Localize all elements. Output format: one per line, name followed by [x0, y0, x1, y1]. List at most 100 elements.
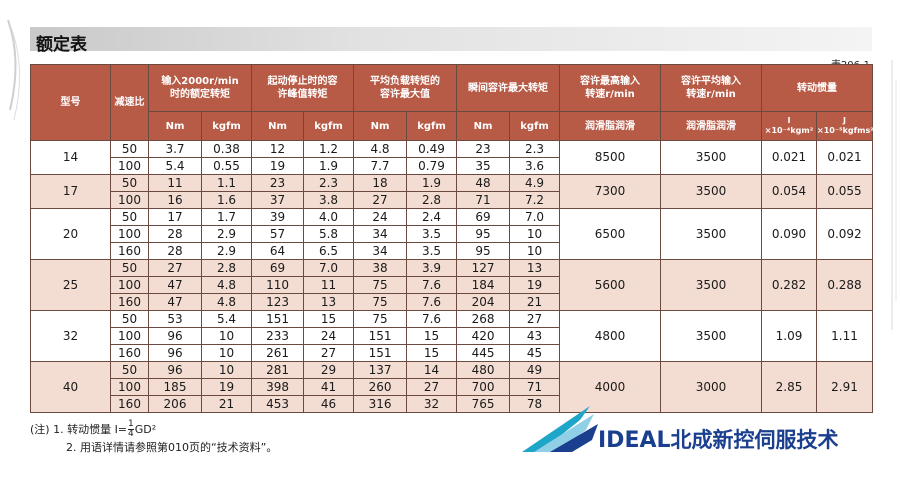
value-cell: 3.5 [406, 225, 458, 243]
value-cell: 0.49 [406, 140, 458, 158]
table-row: 160 206 21 453 46 316 32 765 78 [31, 395, 873, 413]
value-cell: 27 [148, 259, 202, 277]
value-cell: 151 [251, 310, 305, 328]
value-cell: 1.2 [303, 140, 355, 158]
value-cell: 15 [303, 310, 355, 328]
value-cell: 453 [251, 395, 305, 413]
value-cell: 10 [200, 361, 253, 379]
value-cell: 151 [353, 344, 408, 362]
fraction-denominator: 4 [128, 429, 134, 439]
value-cell: 19 [251, 157, 305, 175]
value-cell: 3.5 [406, 242, 458, 260]
table-row: 160 28 2.9 64 6.5 34 3.5 95 10 [31, 242, 873, 260]
value-cell: 206 [148, 395, 202, 413]
value-cell: 110 [251, 276, 305, 294]
value-cell: 1.1 [200, 174, 253, 192]
model-cell: 14 [30, 140, 111, 175]
value-cell: 15 [406, 344, 458, 362]
value-cell: 24 [303, 327, 355, 345]
value-cell: 0.79 [406, 157, 458, 175]
value-cell: 10 [200, 344, 253, 362]
table-row: 20 50 17 1.7 39 4.0 24 2.4 69 7.0 6500 3500 0.090 0.0… [30, 208, 874, 260]
model-cell: 20 [30, 208, 111, 260]
value-cell: 19 [509, 276, 561, 294]
header-avg-load-torque: 平均负载转矩的 容许最大值 [353, 64, 458, 112]
value-cell: 27 [303, 344, 355, 362]
table-row: 100 185 19 398 41 260 27 700 71 [31, 378, 873, 396]
value-cell: 420 [456, 327, 511, 345]
unit-nm: Nm [148, 111, 202, 141]
value-cell: 27 [509, 310, 561, 328]
table-row: 100 47 4.8 110 11 75 7.6 184 19 [31, 276, 873, 294]
avg-speed-cell: 3000 [660, 361, 763, 413]
ratio-cell: 160 [110, 293, 149, 311]
value-cell: 34 [353, 242, 408, 260]
value-cell: 3.9 [406, 259, 458, 277]
value-cell: 260 [353, 378, 408, 396]
header-rated-torque: 输入2000r/min 时的额定转矩 [147, 64, 253, 112]
table-row: 100 28 2.9 57 5.8 34 3.5 95 10 [31, 225, 873, 243]
value-cell: 43 [509, 327, 561, 345]
value-cell: 0.55 [200, 157, 253, 175]
fraction-numerator: 1 [128, 419, 134, 430]
value-cell: 23 [251, 174, 305, 192]
value-cell: 3.6 [509, 157, 561, 175]
footnotes: (注) 1. 转动惯量 I= 1 4 GD² 2. 用语详情请参照第010页的“技术资… [30, 420, 277, 457]
logo-company-name: 北成新控伺服技术 [670, 428, 839, 452]
value-cell: 5.4 [200, 310, 253, 328]
max-speed-cell: 4000 [559, 361, 662, 413]
note-2: 2. 用语详情请参照第010页的“技术资料”。 [66, 441, 278, 454]
value-cell: 95 [456, 242, 511, 260]
value-cell: 204 [456, 293, 511, 311]
logo-brand-name: IDEAL [598, 428, 671, 453]
value-cell: 64 [251, 242, 305, 260]
ratio-cell: 100 [110, 157, 149, 175]
value-cell: 2.8 [200, 259, 253, 277]
value-cell: 37 [251, 191, 305, 209]
inertia-j-cell: 0.288 [816, 259, 874, 311]
value-cell: 137 [353, 361, 408, 379]
value-cell: 38 [353, 259, 408, 277]
value-cell: 27 [353, 191, 408, 209]
value-cell: 13 [509, 259, 561, 277]
value-cell: 7.6 [406, 310, 458, 328]
model-cell: 40 [30, 361, 111, 413]
inertia-j-unit: ×10⁻⁵kgfms² [817, 126, 874, 135]
inertia-i-header: I ×10⁻⁴kgm² [761, 111, 818, 141]
value-cell: 47 [148, 276, 202, 294]
unit-kgfm: kgfm [200, 111, 253, 141]
value-cell: 2.3 [509, 140, 561, 158]
value-cell: 7.2 [509, 191, 561, 209]
value-cell: 281 [251, 361, 305, 379]
value-cell: 75 [353, 310, 408, 328]
unit-kgfm: kgfm [509, 111, 561, 141]
value-cell: 17 [148, 208, 202, 226]
value-cell: 21 [200, 395, 253, 413]
value-cell: 6.5 [303, 242, 355, 260]
ratio-cell: 50 [110, 174, 149, 192]
value-cell: 1.9 [406, 174, 458, 192]
value-cell: 75 [353, 276, 408, 294]
max-speed-cell: 4800 [559, 310, 662, 362]
value-cell: 2.4 [406, 208, 458, 226]
header-max-input-speed: 容许最高输入 转速r/min [559, 64, 662, 112]
value-cell: 71 [509, 378, 561, 396]
inertia-j-cell: 0.021 [816, 140, 874, 175]
inertia-i-symbol: I [787, 116, 791, 125]
value-cell: 39 [251, 208, 305, 226]
value-cell: 10 [509, 225, 561, 243]
value-cell: 7.6 [406, 293, 458, 311]
value-cell: 78 [509, 395, 561, 413]
max-speed-cell: 7300 [559, 174, 662, 209]
value-cell: 2.9 [200, 242, 253, 260]
model-cell: 32 [30, 310, 111, 362]
ratio-cell: 50 [110, 310, 149, 328]
value-cell: 75 [353, 293, 408, 311]
note-1-suffix: GD² [134, 422, 157, 436]
ratio-cell: 160 [110, 344, 149, 362]
table-row: 160 96 10 261 27 151 15 445 45 [31, 344, 873, 362]
header-momentary-torque: 瞬间容许最大转矩 [456, 64, 561, 112]
max-speed-cell: 5600 [559, 259, 662, 311]
table-row: 14 50 3.7 0.38 12 1.2 4.8 0.49 23 2.3 8500 3500 0.02… [30, 140, 874, 175]
